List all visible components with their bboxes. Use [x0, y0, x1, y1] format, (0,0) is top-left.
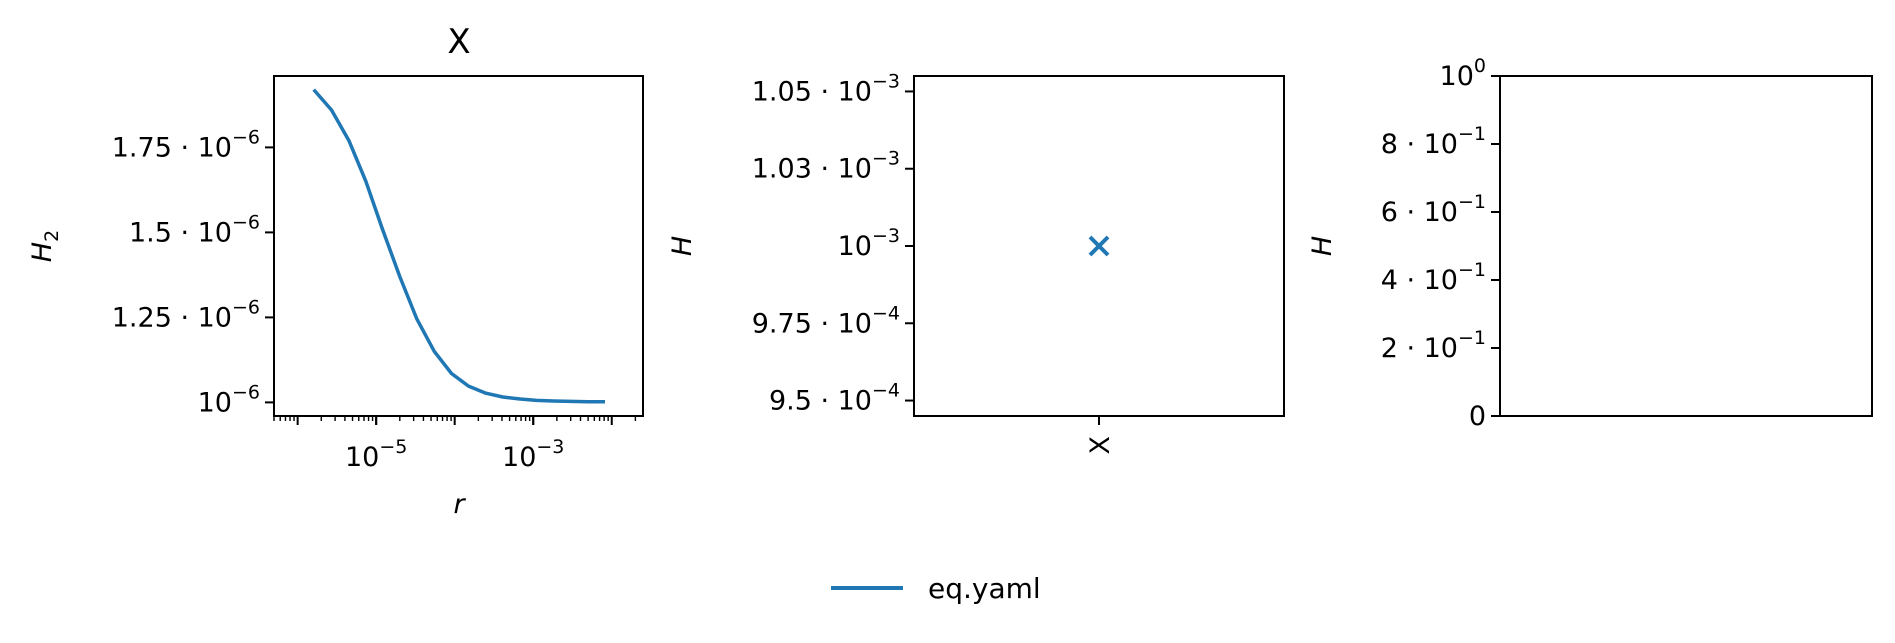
x-tick-label: 10−3: [502, 436, 564, 473]
y-tick-exponent: −3: [872, 70, 900, 92]
subplot-1-plot-area: [312, 88, 605, 404]
legend: eq.yaml: [831, 572, 1041, 605]
y-tick-base: 10: [1424, 129, 1458, 160]
y-tick-exponent: 0: [1474, 55, 1486, 77]
y-tick-mantissa: 9.5 ·: [769, 386, 838, 417]
y-tick-exponent: −3: [872, 148, 900, 170]
y-tick-base: 10: [1424, 197, 1458, 228]
series-line-eq-yaml: [312, 88, 605, 404]
subplot-3-frame: [1499, 75, 1873, 417]
subplot-1: X 10−61.25 · 10−61.5 · 10−61.75 · 10−6 1…: [27, 22, 644, 520]
subplot-2-y-ticks: 9.5 · 10−49.75 · 10−410−31.03 · 10−31.05…: [752, 70, 914, 417]
y-tick-mantissa: 1.75 ·: [112, 132, 198, 163]
subplot-1-title: X: [447, 22, 470, 62]
subplot-2-x-ticks: X: [1085, 416, 1116, 455]
subplot-3-y-axis-label: H: [1307, 236, 1338, 256]
y-tick-exponent: −1: [1458, 123, 1486, 145]
y-tick-label: 1.25 · 10−6: [112, 296, 260, 333]
subplot-1-y-axis-label-main: H: [27, 242, 58, 262]
y-tick-exponent: −4: [872, 302, 900, 324]
subplot-2-y-axis-label: H: [667, 236, 698, 256]
y-tick-label: 1.5 · 10−6: [129, 211, 260, 248]
y-tick-base: 10: [1424, 333, 1458, 364]
y-tick-exponent: −1: [1458, 327, 1486, 349]
y-tick-mantissa: 8 ·: [1381, 129, 1424, 160]
y-tick-base: 10: [198, 387, 232, 418]
y-tick-exponent: −3: [872, 225, 900, 247]
y-tick-base: 10: [1440, 61, 1474, 92]
y-tick-mantissa: 2 ·: [1381, 333, 1424, 364]
subplot-1-y-axis-label-sub: 2: [41, 230, 63, 242]
y-tick-base: 10: [838, 308, 872, 339]
y-tick-label: 10−3: [838, 225, 900, 262]
y-tick-label: 2 · 10−1: [1381, 327, 1486, 364]
y-tick-mantissa: 1.5 ·: [129, 217, 198, 248]
y-tick-label: 1.03 · 10−3: [752, 148, 900, 185]
y-tick-mantissa: 4 ·: [1381, 265, 1424, 296]
y-tick-base: 10: [838, 386, 872, 417]
y-tick-label: 9.5 · 10−4: [769, 380, 900, 417]
y-tick-mantissa: 6 ·: [1381, 197, 1424, 228]
y-tick-label: 4 · 10−1: [1381, 259, 1486, 296]
x-tick-base: 10: [502, 442, 536, 473]
y-tick-exponent: −6: [232, 211, 260, 233]
y-tick-mantissa: 1.03 ·: [752, 154, 838, 185]
subplot-1-y-ticks: 10−61.25 · 10−61.5 · 10−61.75 · 10−6: [112, 126, 274, 418]
y-tick-exponent: −4: [872, 380, 900, 402]
y-tick-label: 1.75 · 10−6: [112, 126, 260, 163]
y-tick-exponent: −1: [1458, 191, 1486, 213]
y-tick-base: 10: [838, 231, 872, 262]
x-tick-exponent: −5: [379, 436, 407, 458]
x-marker-stroke: [1088, 235, 1110, 257]
subplot-1-x-ticks: 10−5 10−3: [273, 416, 637, 473]
y-tick-exponent: −1: [1458, 259, 1486, 281]
y-tick-label: 100: [1440, 55, 1486, 92]
y-tick-exponent: −6: [232, 381, 260, 403]
y-tick-exponent: −6: [232, 126, 260, 148]
y-tick-label: 1.05 · 10−3: [752, 70, 900, 107]
y-tick-mantissa: 9.75 ·: [752, 308, 838, 339]
y-tick-mantissa: 0: [1469, 401, 1486, 432]
scatter-point-x-marker: [1088, 235, 1110, 257]
y-tick-mantissa: 1.05 ·: [752, 76, 838, 107]
y-tick-label: 9.75 · 10−4: [752, 302, 900, 339]
subplot-1-y-axis-label: H2: [27, 230, 63, 262]
y-tick-label: 6 · 10−1: [1381, 191, 1486, 228]
y-tick-mantissa: 1.25 ·: [112, 302, 198, 333]
y-tick-exponent: −6: [232, 296, 260, 318]
y-tick-base: 10: [838, 76, 872, 107]
subplot-2: 9.5 · 10−49.75 · 10−410−31.03 · 10−31.05…: [667, 70, 1285, 455]
subplot-2-plot-area: [1088, 235, 1110, 257]
y-tick-base: 10: [198, 302, 232, 333]
y-tick-base: 10: [198, 132, 232, 163]
subplot-1-x-axis-label: r: [453, 489, 466, 520]
x-tick-label-category: X: [1085, 436, 1116, 455]
y-tick-base: 10: [1424, 265, 1458, 296]
y-tick-label: 8 · 10−1: [1381, 123, 1486, 160]
y-tick-base: 10: [198, 217, 232, 248]
subplot-1-frame: [273, 75, 644, 417]
x-tick-label: 10−5: [345, 436, 407, 473]
x-tick-base: 10: [345, 442, 379, 473]
y-tick-base: 10: [838, 154, 872, 185]
legend-label-eq-yaml: eq.yaml: [928, 572, 1041, 605]
x-tick-exponent: −3: [536, 436, 564, 458]
y-tick-label: 10−6: [198, 381, 260, 418]
y-tick-label: 0: [1469, 401, 1486, 432]
